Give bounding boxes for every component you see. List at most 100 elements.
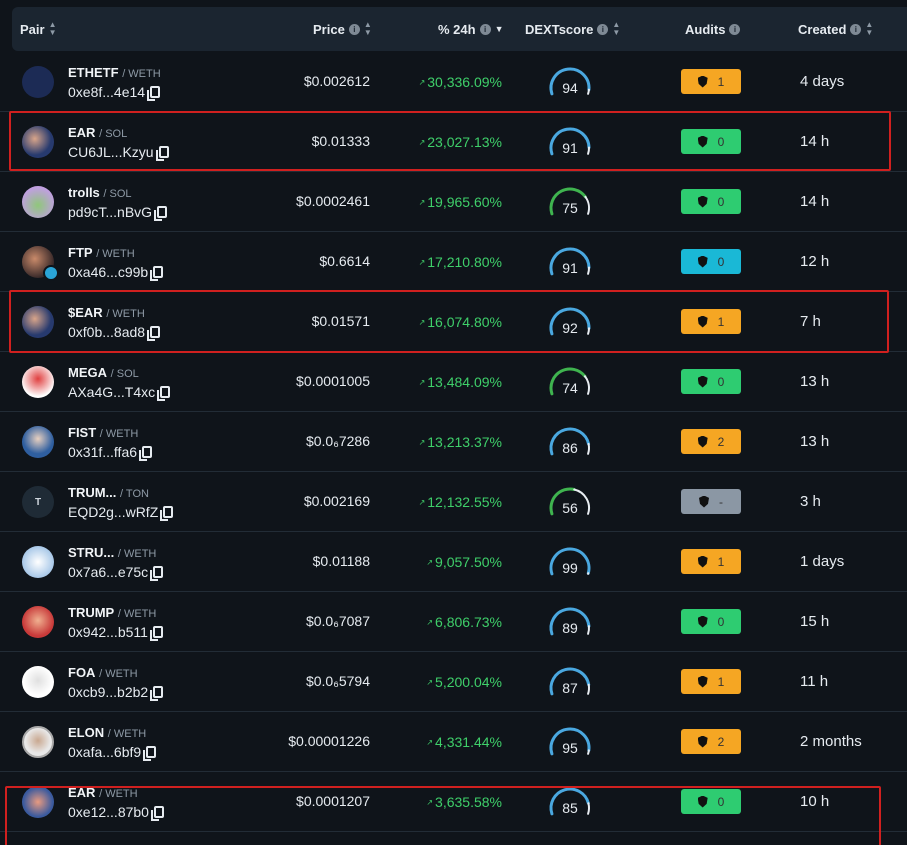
- address-text: 0xafa...6bf9: [68, 744, 142, 760]
- copy-icon[interactable]: [150, 566, 164, 581]
- price-value: $0.0₆5794: [305, 673, 370, 689]
- quote-token: / WETH: [106, 308, 145, 320]
- copy-icon[interactable]: [149, 626, 163, 641]
- token-symbol: TRUM...: [68, 485, 117, 500]
- pair-name[interactable]: TRUM... / TON: [68, 485, 149, 500]
- pair-name[interactable]: STRU... / WETH: [68, 545, 156, 560]
- table-row[interactable]: MEGA / SOL AXa4G...T4xc $0.0001005 ↗ 13,4…: [0, 352, 907, 412]
- pair-name[interactable]: ETHETF / WETH: [68, 65, 161, 80]
- quote-token: / SOL: [99, 128, 128, 140]
- quote-token: / WETH: [117, 548, 157, 560]
- arrow-up-icon: ↗: [418, 438, 426, 447]
- shield-icon: [697, 615, 708, 628]
- info-icon: i: [479, 23, 491, 35]
- copy-icon[interactable]: [147, 326, 161, 341]
- audit-badge[interactable]: 1: [681, 69, 741, 94]
- address-text: AXa4G...T4xc: [68, 384, 156, 400]
- price-value: $0.0001005: [296, 373, 370, 389]
- pair-name[interactable]: FTP / WETH: [68, 245, 135, 260]
- audit-badge[interactable]: -: [681, 489, 741, 514]
- table-row[interactable]: EAR / SOL CU6JL...Kzyu $0.01333 ↗ 23,027.…: [0, 112, 907, 172]
- arrow-up-icon: ↗: [418, 498, 426, 507]
- column-price[interactable]: Price i ▲ ▼: [313, 7, 372, 51]
- troll-logo: [22, 186, 54, 218]
- pair-name[interactable]: trolls / SOL: [68, 185, 132, 200]
- token-address: CU6JL...Kzyu: [68, 144, 169, 161]
- arrow-up-icon: ↗: [426, 558, 434, 567]
- table-row[interactable]: FOA / WETH 0xcb9...b2b2 $0.0₆5794 ↗ 5,200…: [0, 652, 907, 712]
- copy-icon[interactable]: [139, 446, 153, 461]
- pair-name[interactable]: EAR / SOL: [68, 125, 127, 140]
- token-address: 0xe12...87b0: [68, 804, 164, 821]
- dextscore-gauge: 74: [546, 363, 594, 403]
- quote-token: / WETH: [99, 428, 139, 440]
- audit-badge[interactable]: 1: [681, 549, 741, 574]
- copy-icon[interactable]: [150, 686, 164, 701]
- copy-icon[interactable]: [150, 806, 164, 821]
- dextscore-value: 95: [562, 740, 578, 756]
- audit-badge[interactable]: 0: [681, 129, 741, 154]
- table-row[interactable]: FTP / WETH 0xa46...c99b $0.6614 ↗ 17,210.…: [0, 232, 907, 292]
- audit-count: 0: [717, 614, 725, 629]
- mega-logo: [22, 366, 54, 398]
- copy-icon[interactable]: [157, 386, 171, 401]
- audit-badge[interactable]: 1: [681, 309, 741, 334]
- audit-count: -: [719, 494, 723, 509]
- token-address: 0xcb9...b2b2: [68, 684, 164, 701]
- audit-count: 2: [717, 734, 725, 749]
- table-row[interactable]: ELON / WETH 0xafa...6bf9 $0.00001226 ↗ 4,…: [0, 712, 907, 772]
- dextscore-gauge: 95: [546, 723, 594, 763]
- audit-badge[interactable]: 0: [681, 609, 741, 634]
- pair-name[interactable]: FIST / WETH: [68, 425, 138, 440]
- table-row[interactable]: ETHETF / WETH 0xe8f...4e14 $0.002612 ↗ 30…: [0, 52, 907, 112]
- copy-icon[interactable]: [154, 206, 168, 221]
- dextscore-value: 86: [562, 440, 578, 456]
- audit-badge[interactable]: 2: [681, 429, 741, 454]
- pair-name[interactable]: $EAR / WETH: [68, 305, 145, 320]
- column-change[interactable]: % 24h i ▼: [438, 7, 504, 51]
- audit-badge[interactable]: 0: [681, 369, 741, 394]
- column-dextscore[interactable]: DEXTscore i ▲ ▼: [525, 7, 620, 51]
- quote-token: / WETH: [117, 608, 157, 620]
- audit-badge[interactable]: 0: [681, 249, 741, 274]
- pair-name[interactable]: TRUMP / WETH: [68, 605, 156, 620]
- copy-icon[interactable]: [160, 506, 174, 521]
- address-text: 0xe8f...4e14: [68, 84, 146, 100]
- table-row[interactable]: T TRUM... / TON EQD2g...wRfZ $0.002169 ↗…: [0, 472, 907, 532]
- pair-name[interactable]: MEGA / SOL: [68, 365, 139, 380]
- dextscore-value: 85: [562, 800, 578, 816]
- pair-name[interactable]: ELON / WETH: [68, 725, 146, 740]
- copy-icon[interactable]: [150, 266, 164, 281]
- audit-badge[interactable]: 2: [681, 729, 741, 754]
- gauge-arc: [549, 67, 591, 96]
- audit-badge[interactable]: 0: [681, 189, 741, 214]
- change-text: 16,074.80%: [427, 314, 502, 330]
- pair-name[interactable]: FOA / WETH: [68, 665, 138, 680]
- info-icon: i: [729, 23, 741, 35]
- table-row[interactable]: trolls / SOL pd9cT...nBvG $0.0002461 ↗ 19…: [0, 172, 907, 232]
- column-audits[interactable]: Audits i: [685, 7, 741, 51]
- column-created[interactable]: Created i ▲ ▼: [798, 7, 873, 51]
- column-pair[interactable]: Pair ▲ ▼: [20, 7, 57, 51]
- audit-badge[interactable]: 1: [681, 669, 741, 694]
- info-icon: i: [850, 23, 862, 35]
- token-symbol: ETHETF: [68, 65, 119, 80]
- audit-badge[interactable]: 0: [681, 789, 741, 814]
- table-row[interactable]: TRUMP / WETH 0x942...b511 $0.0₆7087 ↗ 6,8…: [0, 592, 907, 652]
- dextscore-value: 99: [562, 560, 578, 576]
- pair-name[interactable]: EAR / WETH: [68, 785, 138, 800]
- copy-icon[interactable]: [147, 86, 161, 101]
- table-row[interactable]: FIST / WETH 0x31f...ffa6 $0.0₆7286 ↗ 13,2…: [0, 412, 907, 472]
- address-text: EQD2g...wRfZ: [68, 504, 159, 520]
- price-value: $0.00001226: [288, 733, 370, 749]
- change-value: ↗ 6,806.73%: [426, 614, 502, 630]
- arrow-up-icon: ↗: [426, 738, 434, 747]
- change-value: ↗ 23,027.13%: [419, 134, 502, 150]
- gauge-arc: [549, 367, 590, 396]
- copy-icon[interactable]: [155, 146, 169, 161]
- created-value: 14 h: [800, 133, 830, 150]
- table-row[interactable]: EAR / WETH 0xe12...87b0 $0.0001207 ↗ 3,63…: [0, 772, 907, 832]
- change-text: 17,210.80%: [427, 254, 502, 270]
- copy-icon[interactable]: [143, 746, 157, 761]
- table-row[interactable]: STRU... / WETH 0x7a6...e75c $0.01188 ↗ 9,…: [0, 532, 907, 592]
